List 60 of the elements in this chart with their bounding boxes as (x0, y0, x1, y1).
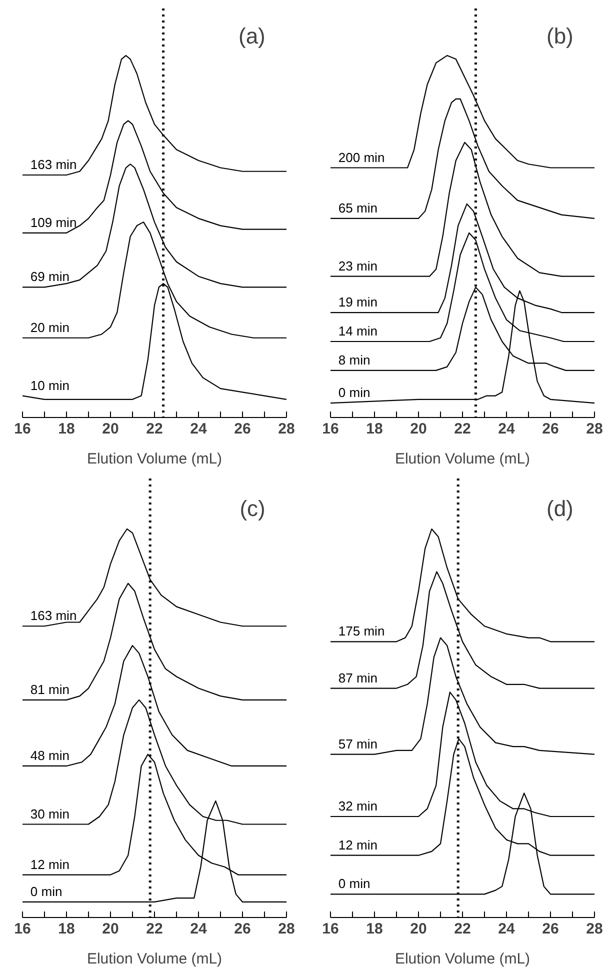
series-label: 57 min (338, 736, 378, 752)
series-label: 175 min (338, 624, 385, 639)
text: (c) (240, 496, 266, 522)
x-tick-label: 16 (322, 420, 339, 438)
x-tick-label: 22 (454, 920, 471, 938)
x-tick-label: 24 (190, 920, 208, 938)
series-label: 163 min (30, 608, 77, 624)
x-tick-label: 20 (410, 420, 427, 438)
x-tick-label: 26 (542, 420, 559, 438)
series-label: 8 min (338, 352, 370, 368)
x-tick-label: 26 (234, 420, 251, 438)
x-tick-label: 16 (14, 920, 31, 938)
series-label: 12 min (338, 837, 378, 852)
x-tick-label: 26 (234, 920, 251, 938)
x-tick-label: 28 (586, 920, 603, 938)
series-label: 23 min (338, 258, 378, 274)
x-tick-label: 20 (410, 920, 427, 938)
x-tick-label: 28 (278, 420, 295, 438)
text: (b) (546, 23, 574, 48)
x-axis-title: Elution Volume (mL) (86, 950, 222, 968)
text: (d) (546, 496, 574, 522)
x-tick-label: 26 (542, 920, 559, 938)
series-label: 20 min (30, 320, 70, 335)
series-label: 109 min (30, 214, 77, 230)
x-axis-title: Elution Volume (mL) (394, 950, 530, 968)
x-tick-label: 16 (322, 920, 339, 938)
x-tick-label: 16 (14, 420, 31, 438)
series-label: 19 min (338, 294, 378, 310)
x-tick-label: 24 (190, 420, 208, 438)
series-label: 48 min (30, 748, 70, 763)
series-label: 81 min (30, 682, 70, 697)
series-label: 10 min (30, 378, 70, 393)
series-label: 12 min (30, 856, 70, 872)
x-tick-label: 22 (454, 420, 471, 438)
x-tick-label: 28 (278, 920, 295, 938)
x-tick-label: 22 (146, 420, 163, 438)
series-label: 0 min (30, 884, 62, 899)
series-label: 14 min (338, 323, 378, 338)
series-label: 0 min (338, 876, 370, 892)
x-tick-label: 28 (586, 420, 603, 438)
x-axis-title: Elution Volume (mL) (86, 450, 222, 468)
text: (a) (238, 23, 266, 48)
series-label: 0 min (338, 385, 370, 400)
x-tick-label: 18 (366, 420, 383, 438)
x-tick-label: 24 (498, 420, 516, 438)
series-label: 87 min (338, 670, 378, 686)
series-label: 163 min (30, 156, 77, 172)
series-label: 200 min (338, 150, 385, 165)
series-label: 32 min (338, 798, 378, 814)
x-tick-label: 20 (102, 420, 119, 438)
x-tick-label: 22 (146, 920, 163, 938)
series-label: 65 min (338, 200, 378, 216)
series-label: 69 min (30, 269, 70, 284)
x-tick-label: 18 (366, 920, 383, 938)
x-tick-label: 18 (58, 920, 75, 938)
series-label: 30 min (30, 806, 70, 822)
x-tick-label: 18 (58, 420, 75, 438)
x-tick-label: 24 (498, 920, 516, 938)
x-axis-title: Elution Volume (mL) (394, 450, 530, 468)
x-tick-label: 20 (102, 920, 119, 938)
